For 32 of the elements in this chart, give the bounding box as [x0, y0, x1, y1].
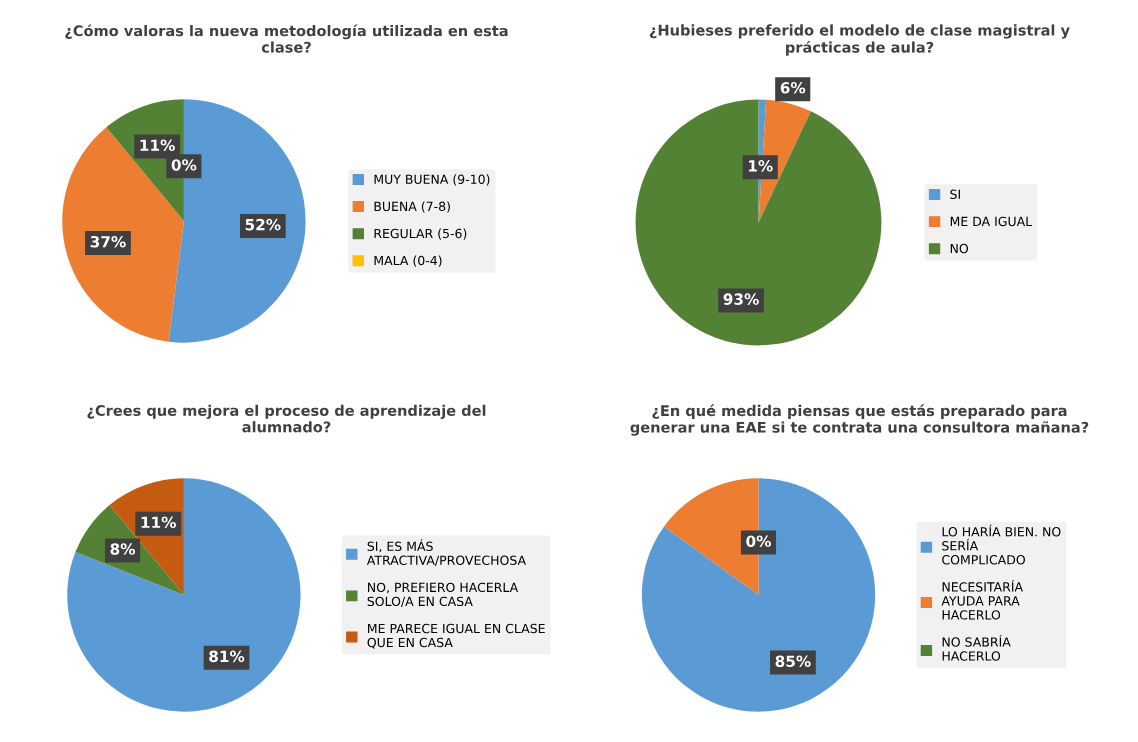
legend-label: REGULAR (5-6) [374, 228, 467, 240]
data-label: 11% [141, 516, 177, 529]
pie-slice [641, 478, 876, 712]
legend-label: MUY BUENA (9-10) [374, 174, 490, 186]
data-label: 8% [110, 543, 136, 555]
data-label: 6% [780, 82, 806, 94]
chart-title: ¿Cómo valoras la nueva metodología utilizada en esta clase? [65, 24, 508, 53]
data-label: 1% [748, 160, 773, 172]
legend-label: SI, ES MÁS ATRACTIVA/PROVECHOSA [366, 539, 526, 566]
legend-label: SI [950, 189, 960, 200]
text: 0% [746, 535, 771, 547]
legend-label: MALA (0-4) [374, 255, 442, 267]
legend-label: BUENA (7-8) [374, 201, 450, 213]
chart-title: ¿Crees que mejora el proceso de aprendizaje del alumnado? [87, 404, 486, 433]
legend-label: NO [950, 243, 969, 254]
data-label: 37% [90, 235, 126, 248]
chart-title: ¿Hubieses preferido el modelo de clase magistral y prácticas de aula? [649, 24, 1070, 56]
data-label: 85% [775, 655, 811, 667]
data-label: 11% [140, 139, 175, 152]
legend-label: NO SABRÍA HACERLO [942, 634, 1011, 661]
pie-slice [67, 478, 301, 712]
legend-label: ME PARECE IGUAL EN CLASE QUE EN CASA [367, 623, 545, 649]
legend-label: LO HARÍA BIEN. NO SERÍA COMPLICADO [942, 524, 1061, 565]
legend-label: ME DA IGUAL [950, 216, 1033, 227]
legend-label: NECESITARÍA AYUDA PARA HACERLO [941, 579, 1023, 620]
data-label: 52% [245, 218, 281, 231]
data-label: 81% [209, 650, 245, 663]
legend-label: NO, PREFIERO HACERLA SOLO/A EN CASA [367, 582, 519, 608]
chart-title: ¿En qué medida piensas que estás preparado para generar una EAE si te contrata una consultora mañana? [630, 404, 1089, 436]
data-label: 93% [723, 293, 759, 305]
pie-slice [635, 99, 882, 346]
text: 0% [171, 159, 197, 171]
